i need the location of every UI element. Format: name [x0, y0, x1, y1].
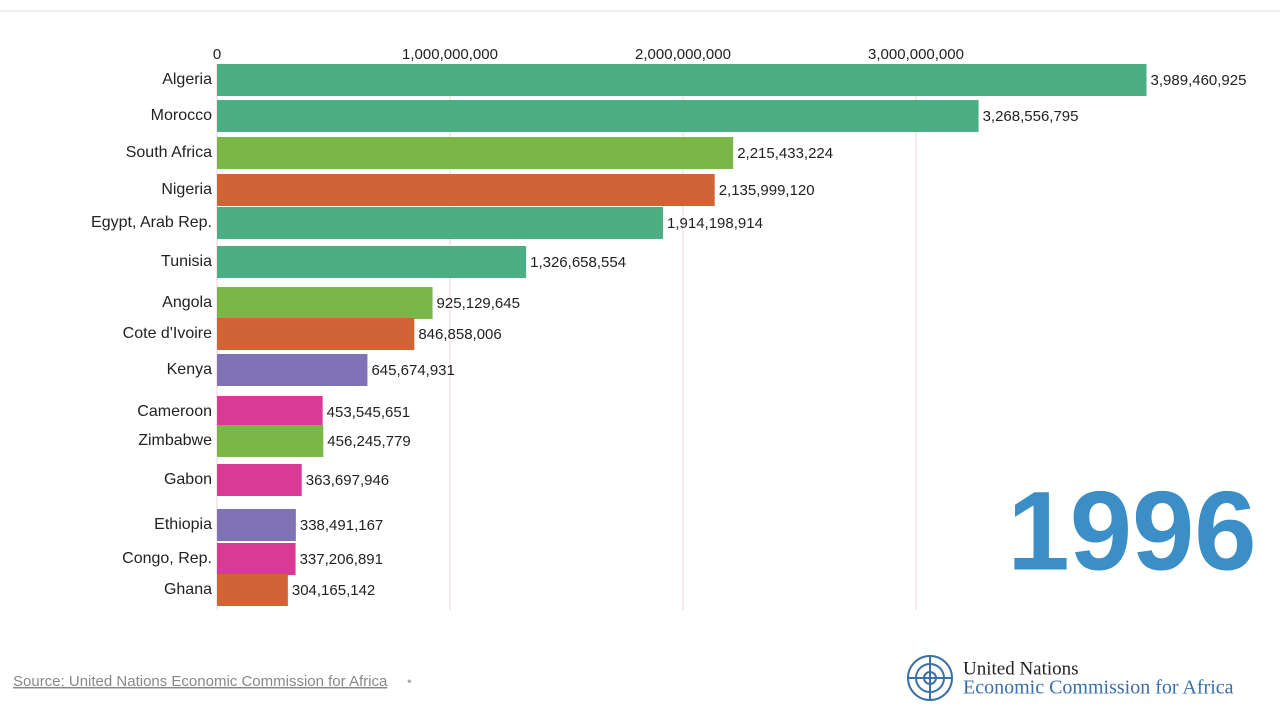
- category-label: Angola: [162, 294, 212, 311]
- value-label: 453,545,651: [327, 404, 410, 421]
- value-label: 304,165,142: [292, 582, 375, 599]
- un-emblem: [907, 655, 953, 701]
- value-label: 338,491,167: [300, 517, 383, 534]
- bar: [217, 318, 415, 350]
- value-label: 456,245,779: [327, 433, 410, 450]
- category-label: Cote d'Ivoire: [123, 325, 212, 342]
- category-label: Algeria: [162, 71, 212, 88]
- value-label: 3,989,460,925: [1151, 72, 1247, 89]
- bar: [217, 137, 734, 169]
- bar: [217, 100, 979, 132]
- value-label: 925,129,645: [437, 295, 520, 312]
- category-label: Ethiopia: [154, 516, 212, 533]
- value-label: 1,326,658,554: [530, 254, 626, 271]
- bar: [217, 396, 323, 428]
- bar: [217, 464, 302, 496]
- x-tick-label: 3,000,000,000: [868, 46, 964, 63]
- category-label: Gabon: [164, 471, 212, 488]
- category-label: Congo, Rep.: [122, 550, 212, 567]
- value-label: 645,674,931: [371, 362, 454, 379]
- value-label: 846,858,006: [418, 326, 501, 343]
- bar: [217, 574, 288, 606]
- value-label: 2,215,433,224: [737, 145, 833, 162]
- category-label: Nigeria: [161, 181, 212, 198]
- category-label: Kenya: [167, 361, 212, 378]
- value-label: 2,135,999,120: [719, 182, 815, 199]
- category-label: Ghana: [164, 581, 212, 598]
- bar: [217, 287, 433, 319]
- x-tick-label: 0: [213, 46, 221, 63]
- category-label: Tunisia: [161, 253, 212, 270]
- category-label: South Africa: [126, 144, 212, 161]
- bar: [217, 207, 664, 239]
- bars: Algeria 3,989,460,925 Morocco 3,268,556,795…: [91, 64, 1246, 606]
- value-label: 363,697,946: [306, 472, 389, 489]
- logo-line1: United Nations: [963, 658, 1079, 679]
- value-label: 3,268,556,795: [983, 108, 1079, 125]
- separator: •: [407, 673, 412, 688]
- x-tick-label: 1,000,000,000: [402, 46, 498, 63]
- year-label: 1996: [1007, 469, 1256, 594]
- logo-line2: Economic Commission for Africa: [963, 677, 1234, 699]
- bar: [217, 354, 368, 386]
- category-label: Zimbabwe: [138, 432, 212, 449]
- source[interactable]: Source: United Nations Economic Commissi…: [13, 673, 388, 690]
- bar: [217, 425, 324, 457]
- bar: [217, 64, 1147, 96]
- category-label: Morocco: [151, 107, 212, 124]
- category-label: Cameroon: [137, 403, 212, 420]
- bar: [217, 543, 296, 575]
- bar: [217, 174, 715, 206]
- bar: [217, 246, 527, 278]
- x-tick-label: 2,000,000,000: [635, 46, 731, 63]
- bar: [217, 509, 296, 541]
- category-label: Egypt, Arab Rep.: [91, 214, 212, 231]
- value-label: 337,206,891: [300, 551, 383, 568]
- value-label: 1,914,198,914: [667, 215, 763, 232]
